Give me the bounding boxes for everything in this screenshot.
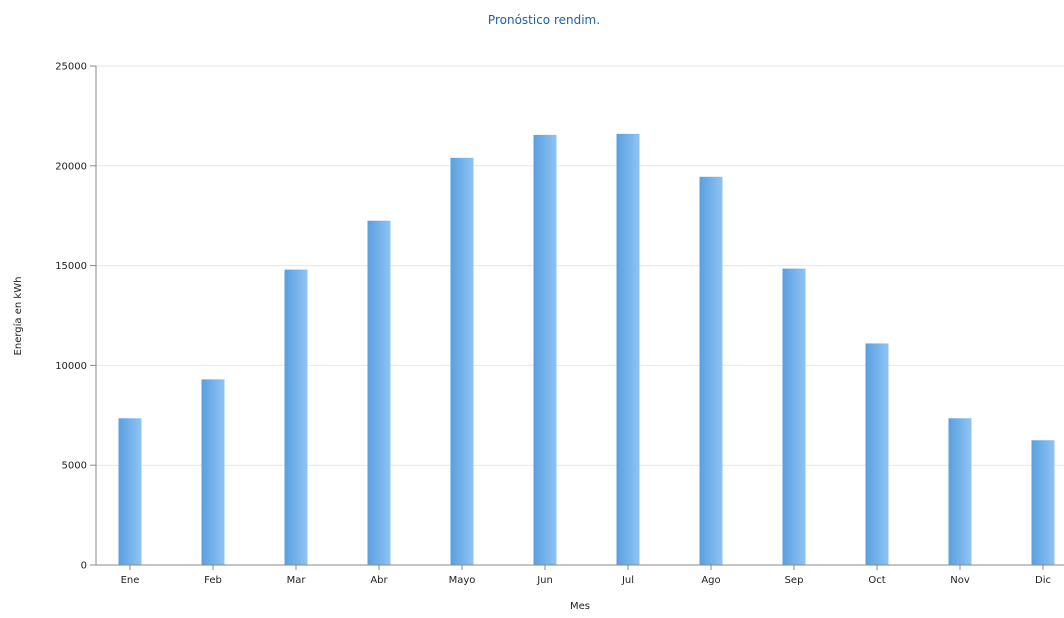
- x-tick-label: Ago: [701, 575, 720, 586]
- y-tick-label: 5000: [62, 461, 87, 472]
- axes: 0 5000 10000 15000 20000 25000 Ene Feb Mar Abr May…: [55, 62, 1064, 586]
- x-tick-label: Mar: [287, 575, 307, 586]
- y-tick-label: 20000: [55, 161, 87, 172]
- bar-ago: [699, 176, 723, 565]
- bar-mayo: [450, 157, 474, 566]
- x-tick-label: Abr: [370, 575, 388, 586]
- bar-abr: [367, 220, 391, 565]
- bars: [118, 133, 1055, 566]
- bar-feb: [201, 379, 225, 565]
- bar-ene: [118, 418, 142, 565]
- x-tick-label: Feb: [204, 575, 222, 586]
- y-tick-label: 0: [81, 561, 87, 572]
- y-tick-label: 10000: [55, 361, 87, 372]
- x-tick-label: Mayo: [449, 575, 476, 586]
- x-tick-label: Sep: [785, 575, 804, 586]
- bar-dic: [1031, 440, 1055, 565]
- bar-oct: [865, 343, 889, 565]
- x-tick-label: Dic: [1035, 575, 1051, 586]
- bar-jul: [616, 133, 640, 565]
- bar-sep: [782, 268, 806, 565]
- grid-lines: [96, 65, 1064, 466]
- y-axis-label: Energía en kWh: [12, 277, 24, 356]
- x-tick-label: Jun: [536, 575, 553, 586]
- bar-mar: [284, 269, 308, 565]
- x-tick-label: Jul: [621, 575, 634, 586]
- x-tick-label: Oct: [868, 575, 885, 586]
- x-tick-label: Ene: [121, 575, 140, 586]
- y-tick-label: 25000: [55, 62, 87, 73]
- x-axis-label: Mes: [570, 601, 590, 612]
- y-tick-label: 15000: [55, 261, 87, 272]
- bar-nov: [948, 418, 972, 565]
- x-tick-label: Nov: [950, 575, 970, 586]
- chart-title: Pronóstico rendim.: [488, 13, 600, 27]
- bar-jun: [533, 134, 557, 565]
